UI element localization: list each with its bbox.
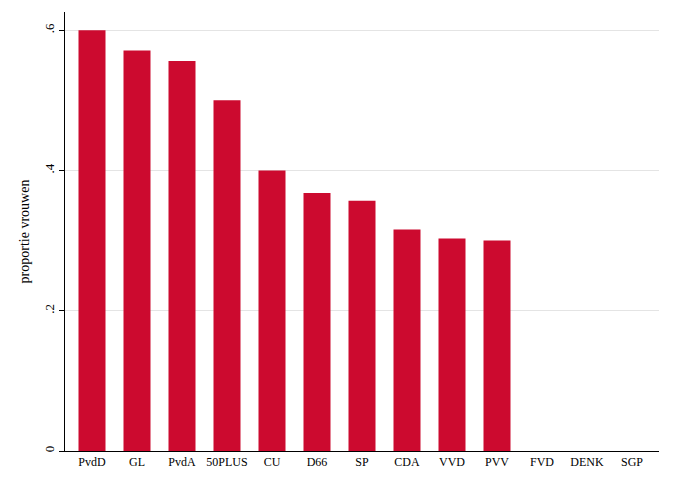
svg-text:PvdA: PvdA bbox=[168, 455, 196, 469]
svg-text:VVD: VVD bbox=[439, 455, 465, 469]
svg-text:SGP: SGP bbox=[621, 455, 643, 469]
svg-text:proportie vrouwen: proportie vrouwen bbox=[17, 180, 32, 284]
svg-text:PvdD: PvdD bbox=[78, 455, 106, 469]
svg-text:50PLUS: 50PLUS bbox=[206, 455, 247, 469]
svg-text:SP: SP bbox=[355, 455, 369, 469]
svg-text:FVD: FVD bbox=[530, 455, 554, 469]
svg-text:.2: .2 bbox=[42, 304, 57, 314]
svg-text:CU: CU bbox=[264, 455, 281, 469]
svg-text:D66: D66 bbox=[307, 455, 328, 469]
svg-text:.6: .6 bbox=[42, 23, 57, 33]
svg-text:PVV: PVV bbox=[485, 455, 509, 469]
svg-text:DENK: DENK bbox=[570, 455, 604, 469]
svg-text:0: 0 bbox=[42, 446, 57, 453]
svg-text:CDA: CDA bbox=[394, 455, 420, 469]
svg-text:.4: .4 bbox=[42, 163, 57, 173]
svg-text:GL: GL bbox=[129, 455, 145, 469]
